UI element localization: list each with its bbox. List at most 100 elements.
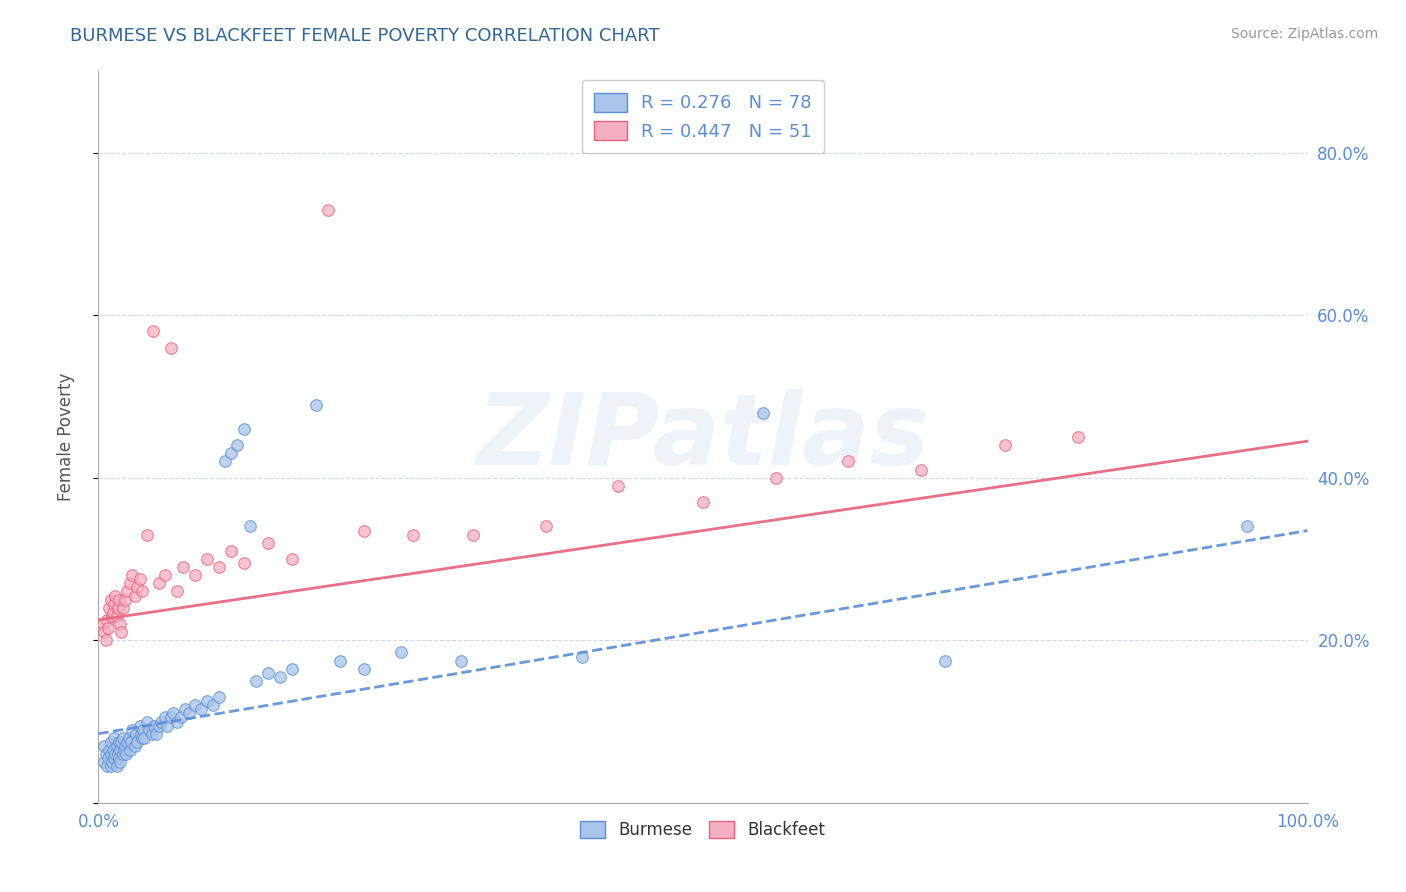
Point <box>153 710 176 724</box>
Point <box>103 751 125 765</box>
Point <box>101 605 124 619</box>
Point <box>93 755 115 769</box>
Text: ZIPatlas: ZIPatlas <box>477 389 929 485</box>
Point <box>108 617 131 632</box>
Point <box>153 568 176 582</box>
Point <box>148 718 170 732</box>
Point <box>160 710 183 724</box>
Point <box>132 723 155 737</box>
Point <box>127 581 149 595</box>
Point <box>1067 430 1090 444</box>
Y-axis label: Female Poverty: Female Poverty <box>56 373 75 501</box>
Point <box>108 751 131 765</box>
Point <box>121 568 143 582</box>
Point <box>103 597 125 611</box>
Point <box>127 735 149 749</box>
Point <box>91 617 114 632</box>
Point <box>96 613 118 627</box>
Point <box>125 727 148 741</box>
Point <box>316 202 339 217</box>
Point <box>131 731 153 745</box>
Point <box>105 759 128 773</box>
Point <box>281 662 304 676</box>
Point <box>104 747 127 761</box>
Point <box>114 592 136 607</box>
Point <box>156 718 179 732</box>
Point <box>128 572 150 586</box>
Point <box>135 527 157 541</box>
Point <box>214 454 236 468</box>
Point <box>108 743 131 757</box>
Point <box>97 621 120 635</box>
Point <box>143 718 166 732</box>
Point <box>150 714 173 729</box>
Point <box>141 727 163 741</box>
Point <box>450 654 472 668</box>
Point <box>934 654 956 668</box>
Point <box>162 706 184 721</box>
Point <box>202 698 225 713</box>
Point <box>94 747 117 761</box>
Point <box>131 584 153 599</box>
Point <box>104 589 127 603</box>
Point <box>571 649 593 664</box>
Point <box>226 438 249 452</box>
Point <box>115 747 138 761</box>
Point <box>463 527 485 541</box>
Text: BURMESE VS BLACKFEET FEMALE POVERTY CORRELATION CHART: BURMESE VS BLACKFEET FEMALE POVERTY CORR… <box>70 27 659 45</box>
Point <box>402 527 425 541</box>
Point <box>994 438 1017 452</box>
Point <box>281 552 304 566</box>
Point <box>112 743 135 757</box>
Point <box>118 576 141 591</box>
Point <box>148 576 170 591</box>
Point <box>534 519 557 533</box>
Point <box>103 731 125 745</box>
Point <box>111 600 134 615</box>
Point <box>329 654 352 668</box>
Point <box>121 723 143 737</box>
Point <box>100 759 122 773</box>
Point <box>129 727 152 741</box>
Point <box>692 495 714 509</box>
Point <box>269 670 291 684</box>
Point <box>124 589 146 603</box>
Point <box>1236 519 1258 533</box>
Point <box>110 735 132 749</box>
Point <box>166 714 188 729</box>
Point <box>118 731 141 745</box>
Point <box>108 592 131 607</box>
Point <box>93 625 115 640</box>
Point <box>172 560 194 574</box>
Legend: Burmese, Blackfeet: Burmese, Blackfeet <box>574 814 832 846</box>
Point <box>108 755 131 769</box>
Point <box>98 743 121 757</box>
Point <box>93 739 115 753</box>
Point <box>100 735 122 749</box>
Text: Source: ZipAtlas.com: Source: ZipAtlas.com <box>1230 27 1378 41</box>
Point <box>105 739 128 753</box>
Point <box>111 747 134 761</box>
Point <box>208 560 231 574</box>
Point <box>128 718 150 732</box>
Point <box>353 524 375 538</box>
Point <box>124 739 146 753</box>
Point <box>142 325 165 339</box>
Point <box>110 625 132 640</box>
Point <box>765 471 787 485</box>
Point <box>117 735 139 749</box>
Point <box>118 743 141 757</box>
Point <box>94 633 117 648</box>
Point <box>100 608 122 623</box>
Point <box>160 341 183 355</box>
Point <box>195 552 218 566</box>
Point <box>100 747 122 761</box>
Point <box>108 735 131 749</box>
Point <box>169 710 191 724</box>
Point <box>239 519 262 533</box>
Point <box>232 422 254 436</box>
Point <box>96 759 118 773</box>
Point <box>100 592 122 607</box>
Point <box>305 398 328 412</box>
Point <box>184 698 207 713</box>
